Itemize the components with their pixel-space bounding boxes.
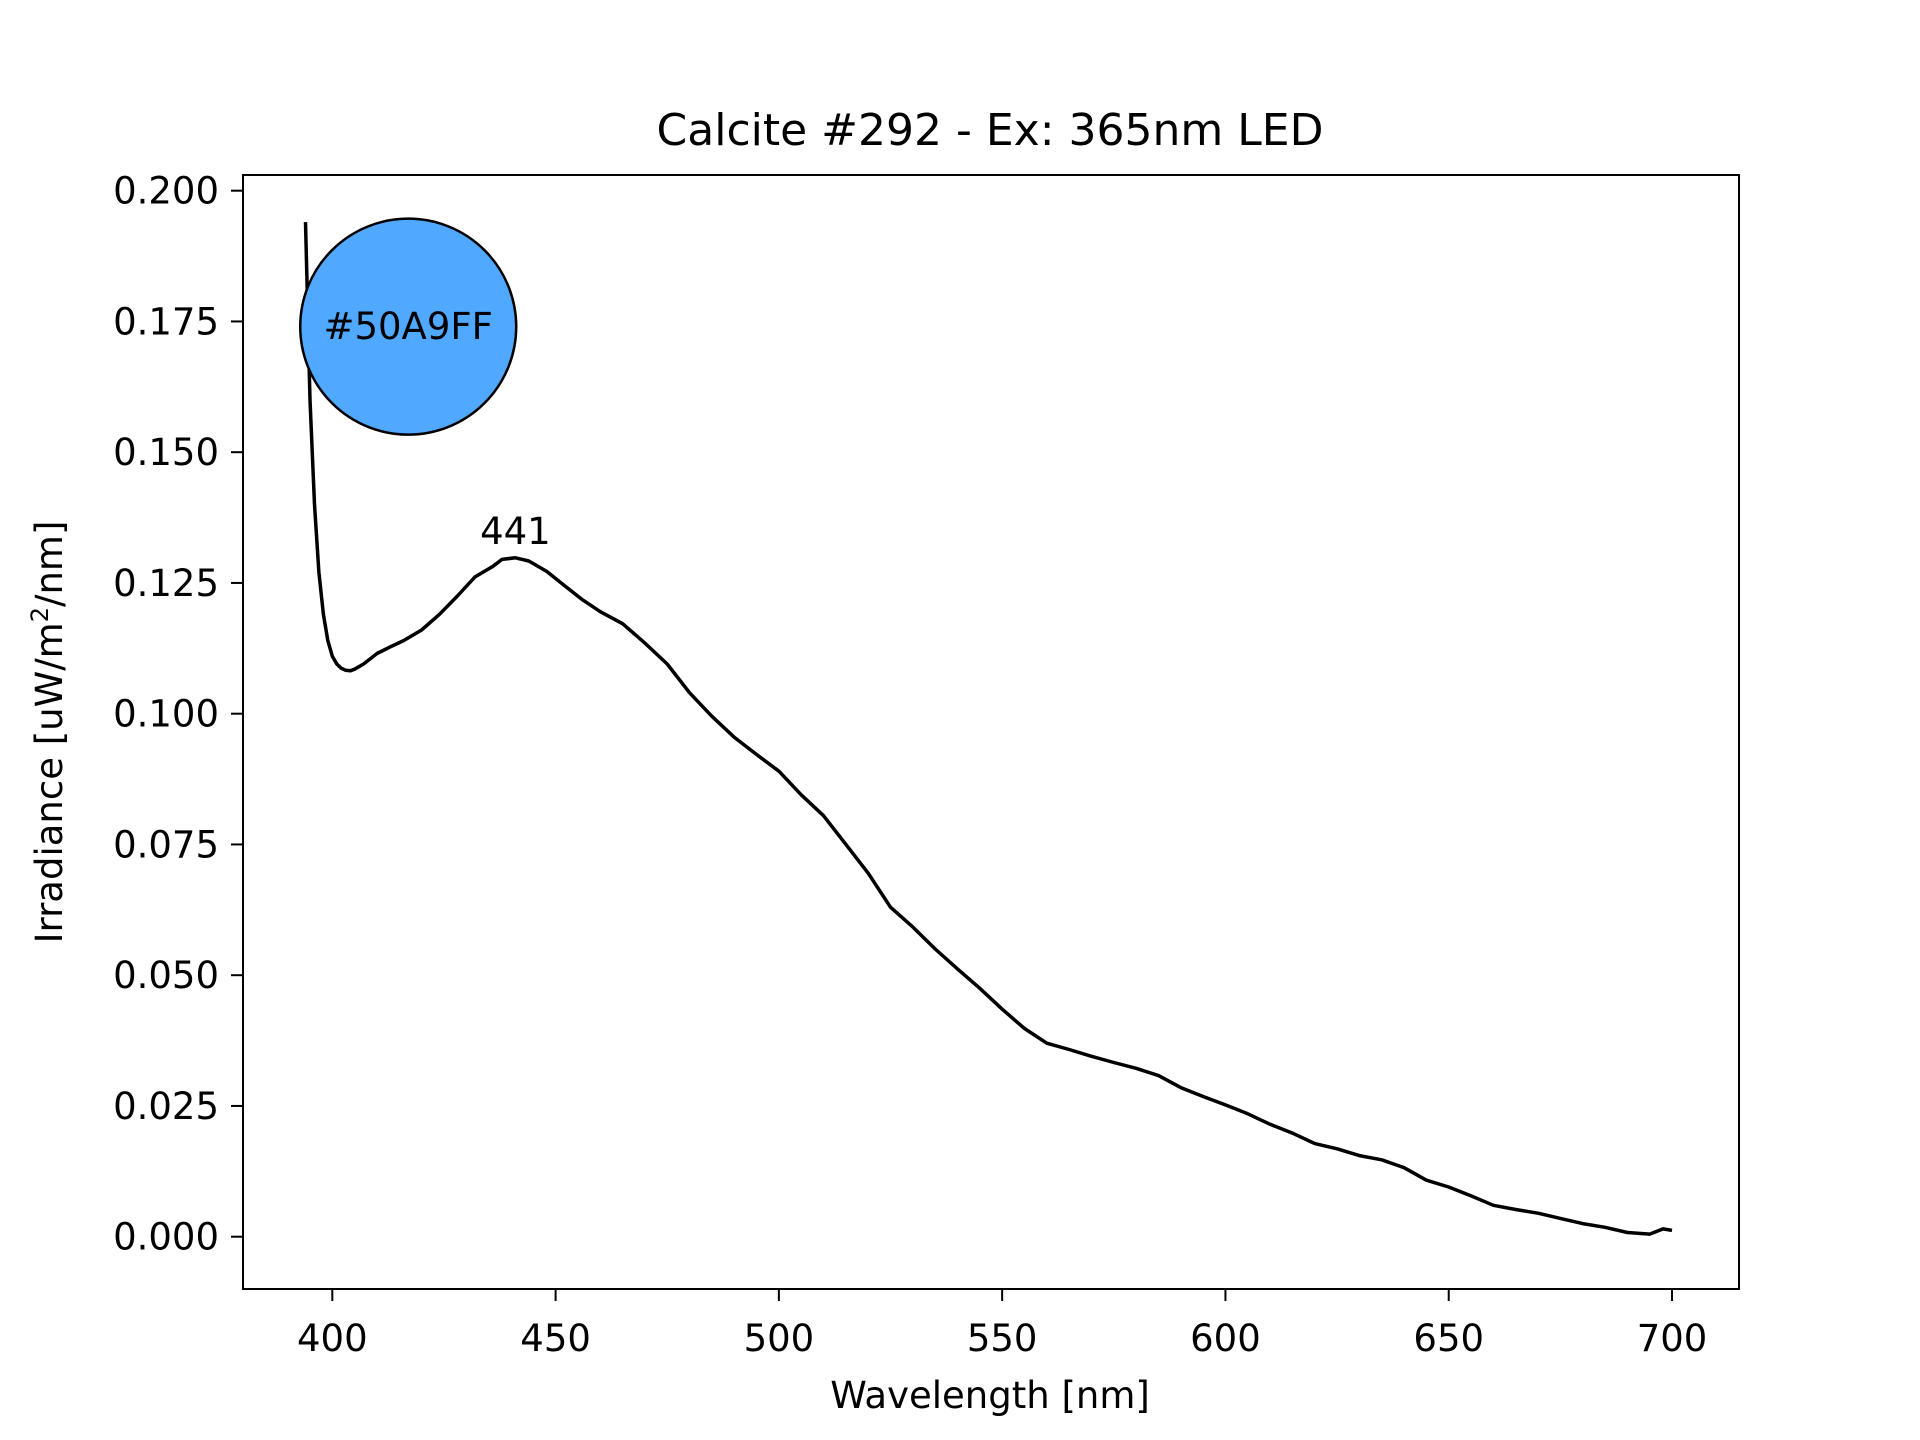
x-tick-label: 650 <box>1413 1317 1484 1360</box>
x-axis-label: Wavelength [nm] <box>830 1374 1150 1417</box>
y-tick-label: 0.175 <box>113 300 219 343</box>
x-tick-label: 500 <box>744 1317 815 1360</box>
y-axis: 0.000 0.025 0.050 0.075 0.100 0.125 0.150 0.175… <box>113 170 243 1259</box>
chart-title: Calcite #292 - Ex: 365nm LED <box>657 105 1324 156</box>
color-swatch-circle <box>298 217 518 436</box>
plot-area-frame <box>242 174 1740 1290</box>
y-axis-label: Irradiance [uW/m2/nm] <box>26 521 71 944</box>
y-axis-label-tail: /nm] <box>28 521 71 607</box>
series-layer <box>303 222 1673 1236</box>
color-swatch-label: #50A9FF <box>323 305 493 348</box>
x-tick-label: 600 <box>1190 1317 1261 1360</box>
y-tick-label: 0.075 <box>113 823 219 866</box>
x-tick-label: 550 <box>967 1317 1038 1360</box>
y-tick-label: 0.200 <box>113 170 219 213</box>
x-axis: 400 450 500 550 600 650 700 <box>297 1289 1707 1360</box>
x-tick-label: 450 <box>520 1317 591 1360</box>
y-axis-label-superscript: 2 <box>26 607 54 622</box>
y-tick-label: 0.050 <box>113 954 219 997</box>
y-tick-label: 0.125 <box>113 562 219 605</box>
y-axis-label-main: Irradiance [uW/m <box>28 622 71 943</box>
x-tick-label: 400 <box>297 1317 368 1360</box>
peak-annotation: 441 <box>480 510 551 553</box>
y-tick-label: 0.000 <box>113 1216 219 1259</box>
annotations: 441 <box>480 510 551 553</box>
y-tick-label: 0.025 <box>113 1085 219 1128</box>
y-tick-label: 0.150 <box>113 431 219 474</box>
series-line <box>303 222 1673 1236</box>
x-tick-label: 700 <box>1637 1317 1708 1360</box>
color-badge: #50A9FF <box>298 217 518 436</box>
y-tick-label: 0.100 <box>113 693 219 736</box>
